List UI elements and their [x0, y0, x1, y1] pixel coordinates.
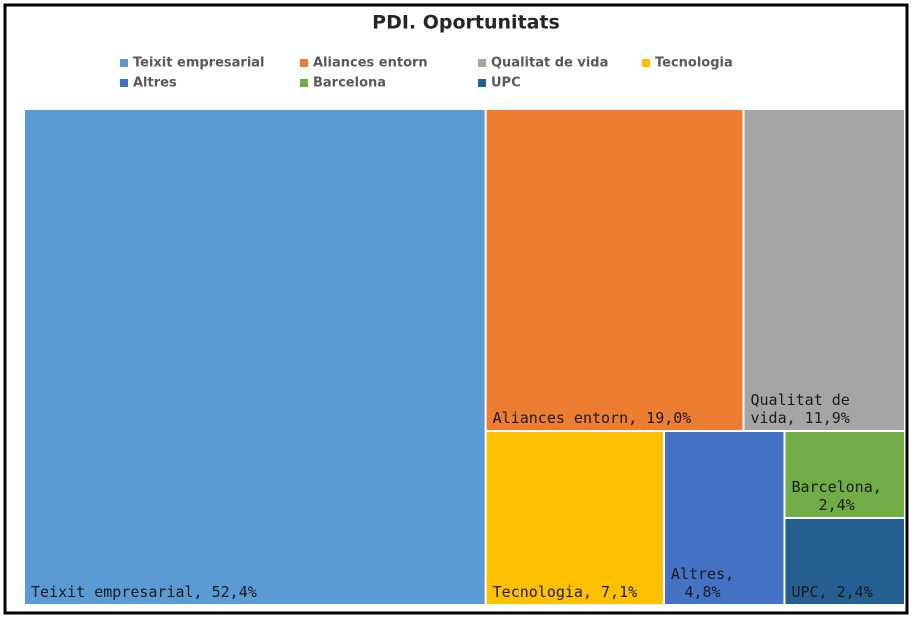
- tile: [785, 431, 904, 517]
- tile-label-line: Teixit empresarial, 52,4%: [31, 583, 257, 601]
- tile-label: Tecnologia, 7,1%: [493, 583, 638, 601]
- tile-label-line: 4,8%: [684, 583, 720, 601]
- tile-label: Qualitat de vida, 11,9%: [750, 390, 849, 426]
- tile: [785, 518, 904, 604]
- tile-label-line: Aliances entorn, 19,0%: [493, 408, 692, 426]
- legend-label: Teixit empresarial: [133, 56, 265, 71]
- legend-label: Altres: [133, 76, 177, 91]
- legend-label: Tecnologia: [655, 56, 733, 71]
- tile-label-line: Qualitat de: [750, 390, 849, 408]
- tile: [25, 110, 485, 604]
- legend-swatch: [478, 79, 486, 87]
- tile-label-line: Barcelona,: [791, 477, 881, 495]
- chart-title: PDI. Oportunitats: [372, 12, 560, 34]
- legend-swatch: [120, 59, 128, 67]
- tile-label-line: 2,4%: [819, 495, 855, 513]
- tile-label-line: vida, 11,9%: [750, 408, 849, 426]
- legend-swatch: [300, 59, 308, 67]
- legend-label: Barcelona: [313, 76, 386, 91]
- tile-label: Altres, 4,8%: [671, 565, 734, 601]
- tile-label: Barcelona, 2,4%: [791, 477, 881, 513]
- tile-label: UPC, 2,4%: [791, 583, 872, 601]
- legend-swatch: [478, 59, 486, 67]
- legend-swatch: [300, 79, 308, 87]
- tile-label-line: UPC, 2,4%: [791, 583, 872, 601]
- legend-label: Qualitat de vida: [491, 56, 608, 71]
- tile: [744, 110, 904, 430]
- tile: [486, 431, 663, 604]
- tile-label-line: Tecnologia, 7,1%: [493, 583, 638, 601]
- tile: [486, 110, 743, 430]
- legend-label: UPC: [491, 76, 521, 91]
- tile-label: Teixit empresarial, 52,4%: [31, 583, 257, 601]
- tile-label-line: Altres,: [671, 565, 734, 583]
- legend-swatch: [120, 79, 128, 87]
- tile-label: Aliances entorn, 19,0%: [493, 408, 692, 426]
- tile: [664, 431, 784, 604]
- legend-label: Aliances entorn: [313, 56, 428, 71]
- legend-swatch: [642, 59, 650, 67]
